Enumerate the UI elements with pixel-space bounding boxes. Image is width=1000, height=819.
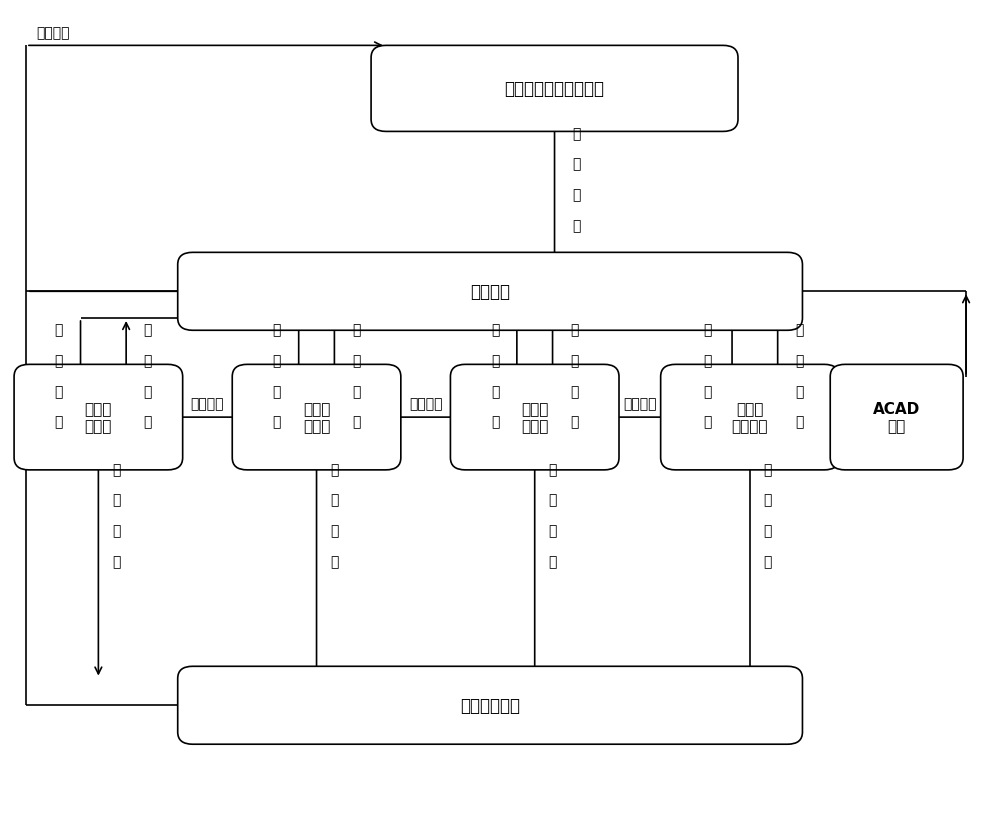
Text: 出错处理模块: 出错处理模块 — [460, 696, 520, 714]
Text: 果: 果 — [795, 415, 804, 429]
FancyBboxPatch shape — [232, 365, 401, 470]
Text: 数据文件: 数据文件 — [470, 283, 510, 301]
Text: 结: 结 — [570, 384, 579, 398]
Text: 出: 出 — [330, 462, 339, 476]
Text: 数: 数 — [491, 384, 499, 398]
Text: 结: 结 — [795, 384, 804, 398]
Text: 算: 算 — [144, 354, 152, 368]
Text: 要: 要 — [273, 354, 281, 368]
Text: 果: 果 — [570, 415, 579, 429]
Text: 要: 要 — [491, 354, 499, 368]
Text: 据: 据 — [572, 219, 581, 233]
Text: 要: 要 — [703, 354, 711, 368]
Text: 计: 计 — [144, 323, 152, 337]
Text: 出: 出 — [764, 462, 772, 476]
Text: 配筋计
算模块: 配筋计 算模块 — [521, 401, 548, 434]
Text: 据: 据 — [491, 415, 499, 429]
Text: 计算结果: 计算结果 — [623, 397, 657, 411]
Text: 息: 息 — [548, 554, 557, 568]
Text: 错: 错 — [330, 493, 339, 507]
Text: ACAD
出图: ACAD 出图 — [873, 401, 920, 434]
Text: 计: 计 — [570, 323, 579, 337]
Text: 据: 据 — [55, 415, 63, 429]
Text: 荷载计
算模块: 荷载计 算模块 — [85, 401, 112, 434]
Text: 计算结果: 计算结果 — [191, 397, 224, 411]
Text: 出错信息: 出错信息 — [36, 27, 69, 41]
Text: 息: 息 — [112, 554, 120, 568]
Text: 据: 据 — [703, 415, 711, 429]
Text: 算: 算 — [352, 354, 360, 368]
Text: 信: 信 — [764, 524, 772, 538]
Text: 算: 算 — [570, 354, 579, 368]
Text: 信: 信 — [548, 524, 557, 538]
Text: 错: 错 — [548, 493, 557, 507]
Text: 计: 计 — [795, 323, 804, 337]
Text: 内力计
算模块: 内力计 算模块 — [303, 401, 330, 434]
Text: 错: 错 — [764, 493, 772, 507]
FancyBboxPatch shape — [661, 365, 839, 470]
Text: 错: 错 — [112, 493, 120, 507]
Text: 数: 数 — [703, 384, 711, 398]
Text: 出: 出 — [548, 462, 557, 476]
Text: 需: 需 — [55, 323, 63, 337]
Text: 果: 果 — [144, 415, 152, 429]
FancyBboxPatch shape — [830, 365, 963, 470]
Text: 需: 需 — [703, 323, 711, 337]
Text: 出: 出 — [112, 462, 120, 476]
FancyBboxPatch shape — [371, 47, 738, 132]
Text: 据: 据 — [273, 415, 281, 429]
FancyBboxPatch shape — [450, 365, 619, 470]
Text: 数: 数 — [55, 384, 63, 398]
Text: 息: 息 — [330, 554, 339, 568]
Text: 信: 信 — [112, 524, 120, 538]
Text: 数: 数 — [572, 188, 581, 202]
Text: 需: 需 — [273, 323, 281, 337]
Text: 结: 结 — [352, 384, 360, 398]
Text: 需: 需 — [491, 323, 499, 337]
Text: 要: 要 — [55, 354, 63, 368]
Text: 信: 信 — [330, 524, 339, 538]
Text: 入: 入 — [572, 157, 581, 171]
Text: 暗挖隧道数据输入模块: 暗挖隧道数据输入模块 — [505, 80, 605, 98]
Text: 果: 果 — [352, 415, 360, 429]
Text: 施工图
绘制模块: 施工图 绘制模块 — [732, 401, 768, 434]
FancyBboxPatch shape — [14, 365, 183, 470]
Text: 息: 息 — [764, 554, 772, 568]
FancyBboxPatch shape — [178, 253, 802, 331]
Text: 结: 结 — [144, 384, 152, 398]
Text: 计算结果: 计算结果 — [409, 397, 442, 411]
FancyBboxPatch shape — [178, 667, 802, 744]
Text: 数: 数 — [273, 384, 281, 398]
Text: 计: 计 — [352, 323, 360, 337]
Text: 算: 算 — [795, 354, 804, 368]
Text: 输: 输 — [572, 127, 581, 141]
